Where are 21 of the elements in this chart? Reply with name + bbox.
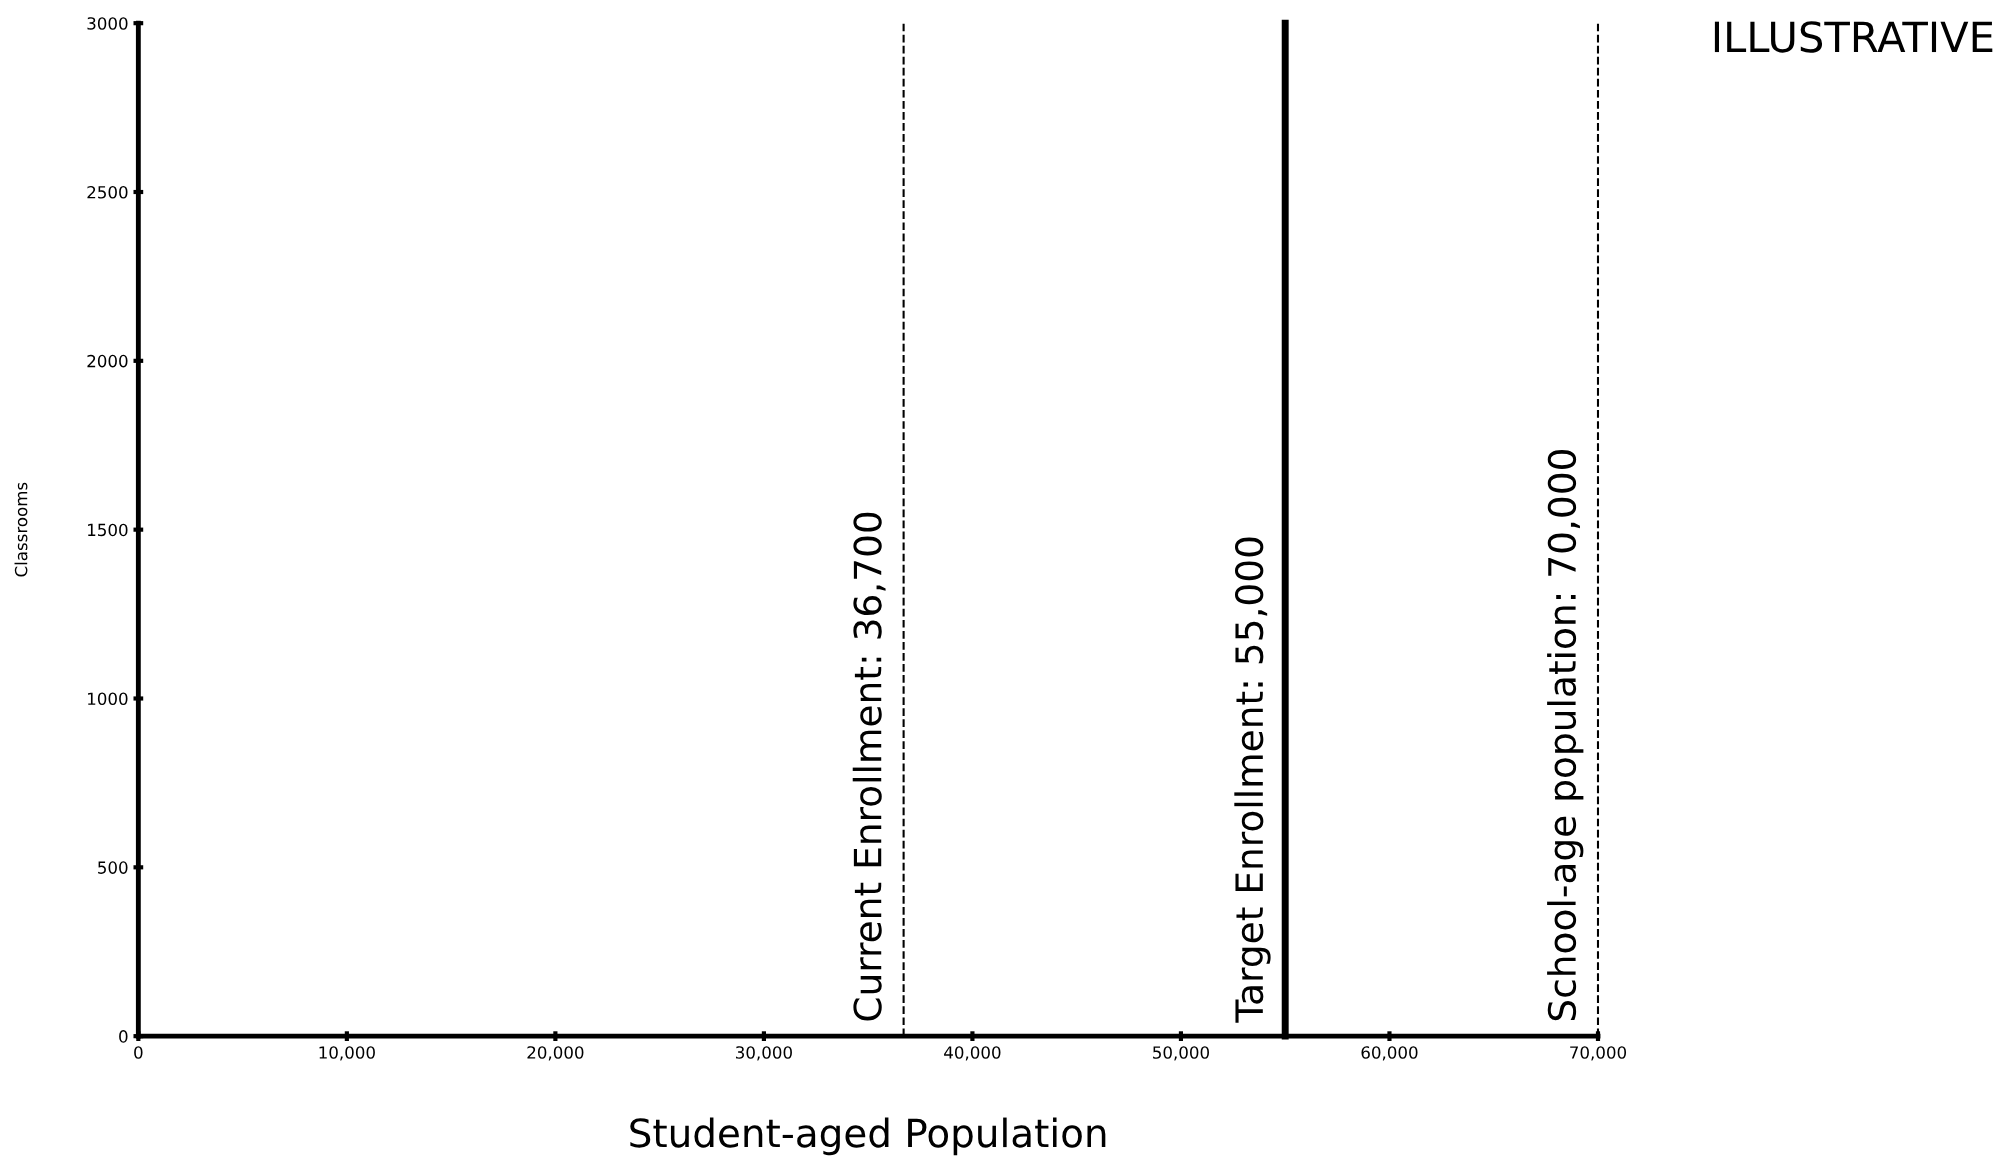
x-tick-label: 40,000 [944,1046,1001,1061]
x-tick-label: 0 [134,1046,143,1059]
text: ILLUSTRATIVE [1714,21,1993,53]
y-tick-label: 2500 [87,185,128,199]
ref-line-label: Current Enrollment: 36,700 [852,512,886,1021]
x-tick-label: 20,000 [527,1046,584,1061]
y-tick-label: 2000 [87,354,128,368]
y-tick-label: 1500 [88,523,128,537]
ref-line-label: School-age population: 70,000 [1547,450,1584,1021]
y-tick-label: 0 [119,1030,128,1043]
y-tick-label: 1000 [88,692,128,706]
y-tick-label: 3000 [87,17,128,30]
y-tick-label: 500 [98,861,128,874]
x-tick-label: 30,000 [736,1046,792,1061]
y-axis-title: Classrooms [14,482,28,577]
x-tick-label: 50,000 [1153,1046,1209,1061]
x-tick-label: 60,000 [1361,1046,1418,1061]
x-axis-title: Student-aged Population [630,1117,1106,1156]
ref-line-label: Target Enrollment: 55,000 [1234,537,1271,1023]
x-tick-label: 70,000 [1570,1046,1627,1061]
x-tick-label: 10,000 [319,1046,375,1061]
